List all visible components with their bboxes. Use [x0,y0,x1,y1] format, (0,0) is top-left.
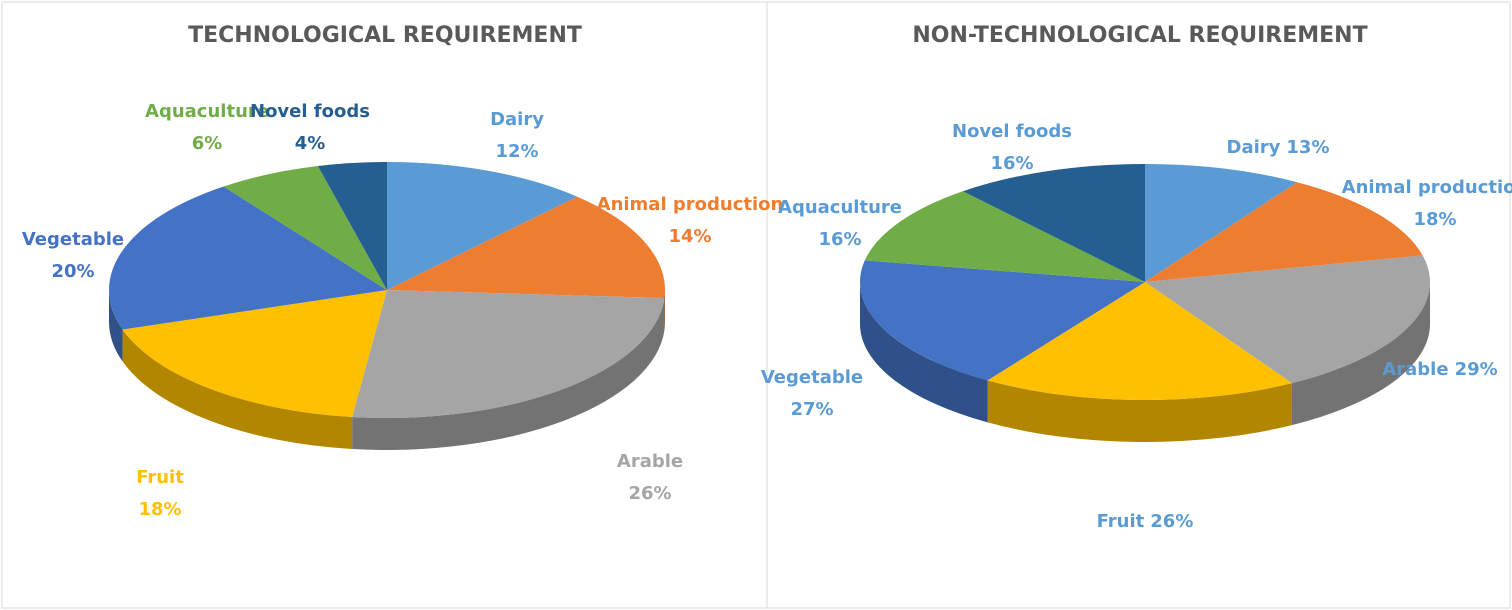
slice [352,290,665,418]
label-value: 20% [51,261,94,282]
data-label: Dairy 13% [1227,137,1330,158]
slice [387,196,665,299]
slice [109,186,388,330]
data-label: Vegetable 20% [22,229,124,282]
data-label: Novel foods 4% [250,101,370,154]
slice [223,166,387,290]
label-value: 14% [668,226,711,247]
slice [1145,255,1430,384]
label-value: 16% [990,153,1033,174]
data-label: Animal production 14% [597,194,784,247]
label-name: Animal production [1342,177,1512,198]
slice [1145,182,1423,282]
label-value: 16% [818,229,861,250]
label-name: Arable [1382,359,1448,380]
label-name: Novel foods [952,121,1072,142]
data-label: Dairy 12% [490,109,544,162]
label-name: Novel foods [250,101,370,122]
slice-side [1291,282,1430,426]
slice [864,191,1145,282]
data-label: Aquaculture 6% [145,101,269,154]
label-value: 29% [1455,359,1498,380]
data-label: Fruit 18% [136,467,184,520]
data-label: Fruit 26% [1097,511,1194,532]
data-label: Vegetable 27% [761,367,863,420]
label-name: Vegetable [761,367,863,388]
slice [987,282,1292,401]
label-name: Aquaculture [778,197,902,218]
label-name: Fruit [136,467,184,488]
slice-side [109,290,123,362]
label-value: 26% [1150,511,1193,532]
label-name: Fruit [1097,511,1145,532]
data-label: Arable 26% [617,451,683,504]
label-value: 27% [790,399,833,420]
data-label: Arable 29% [1382,359,1497,380]
label-value: 4% [295,133,326,154]
slice [859,260,1145,381]
label-name: Vegetable [22,229,124,250]
slice [1145,164,1298,282]
slice [962,164,1145,282]
label-name: Dairy [1227,137,1281,158]
label-name: Animal production [597,194,784,215]
data-label: Animal production 18% [1342,177,1512,230]
slice [122,290,387,417]
slice-side [860,282,988,423]
chart-title: NON-TECHNOLOGICAL REQUIREMENT [912,23,1367,48]
slice [317,162,387,290]
data-label: Aquaculture 16% [778,197,902,250]
slice [387,162,578,290]
label-name: Dairy [490,109,544,130]
slice-side [664,290,665,331]
chart-title: TECHNOLOGICAL REQUIREMENT [188,23,582,48]
label-value: 13% [1286,137,1329,158]
label-value: 18% [1413,209,1456,230]
slice-side [122,329,353,449]
data-label: Novel foods 16% [952,121,1072,174]
label-name: Arable [617,451,683,472]
label-value: 26% [628,483,671,504]
slice-side [352,298,665,450]
slice-side [987,380,1292,442]
label-name: Aquaculture [145,101,269,122]
label-value: 12% [495,141,538,162]
label-value: 6% [192,133,223,154]
label-value: 18% [138,499,181,520]
